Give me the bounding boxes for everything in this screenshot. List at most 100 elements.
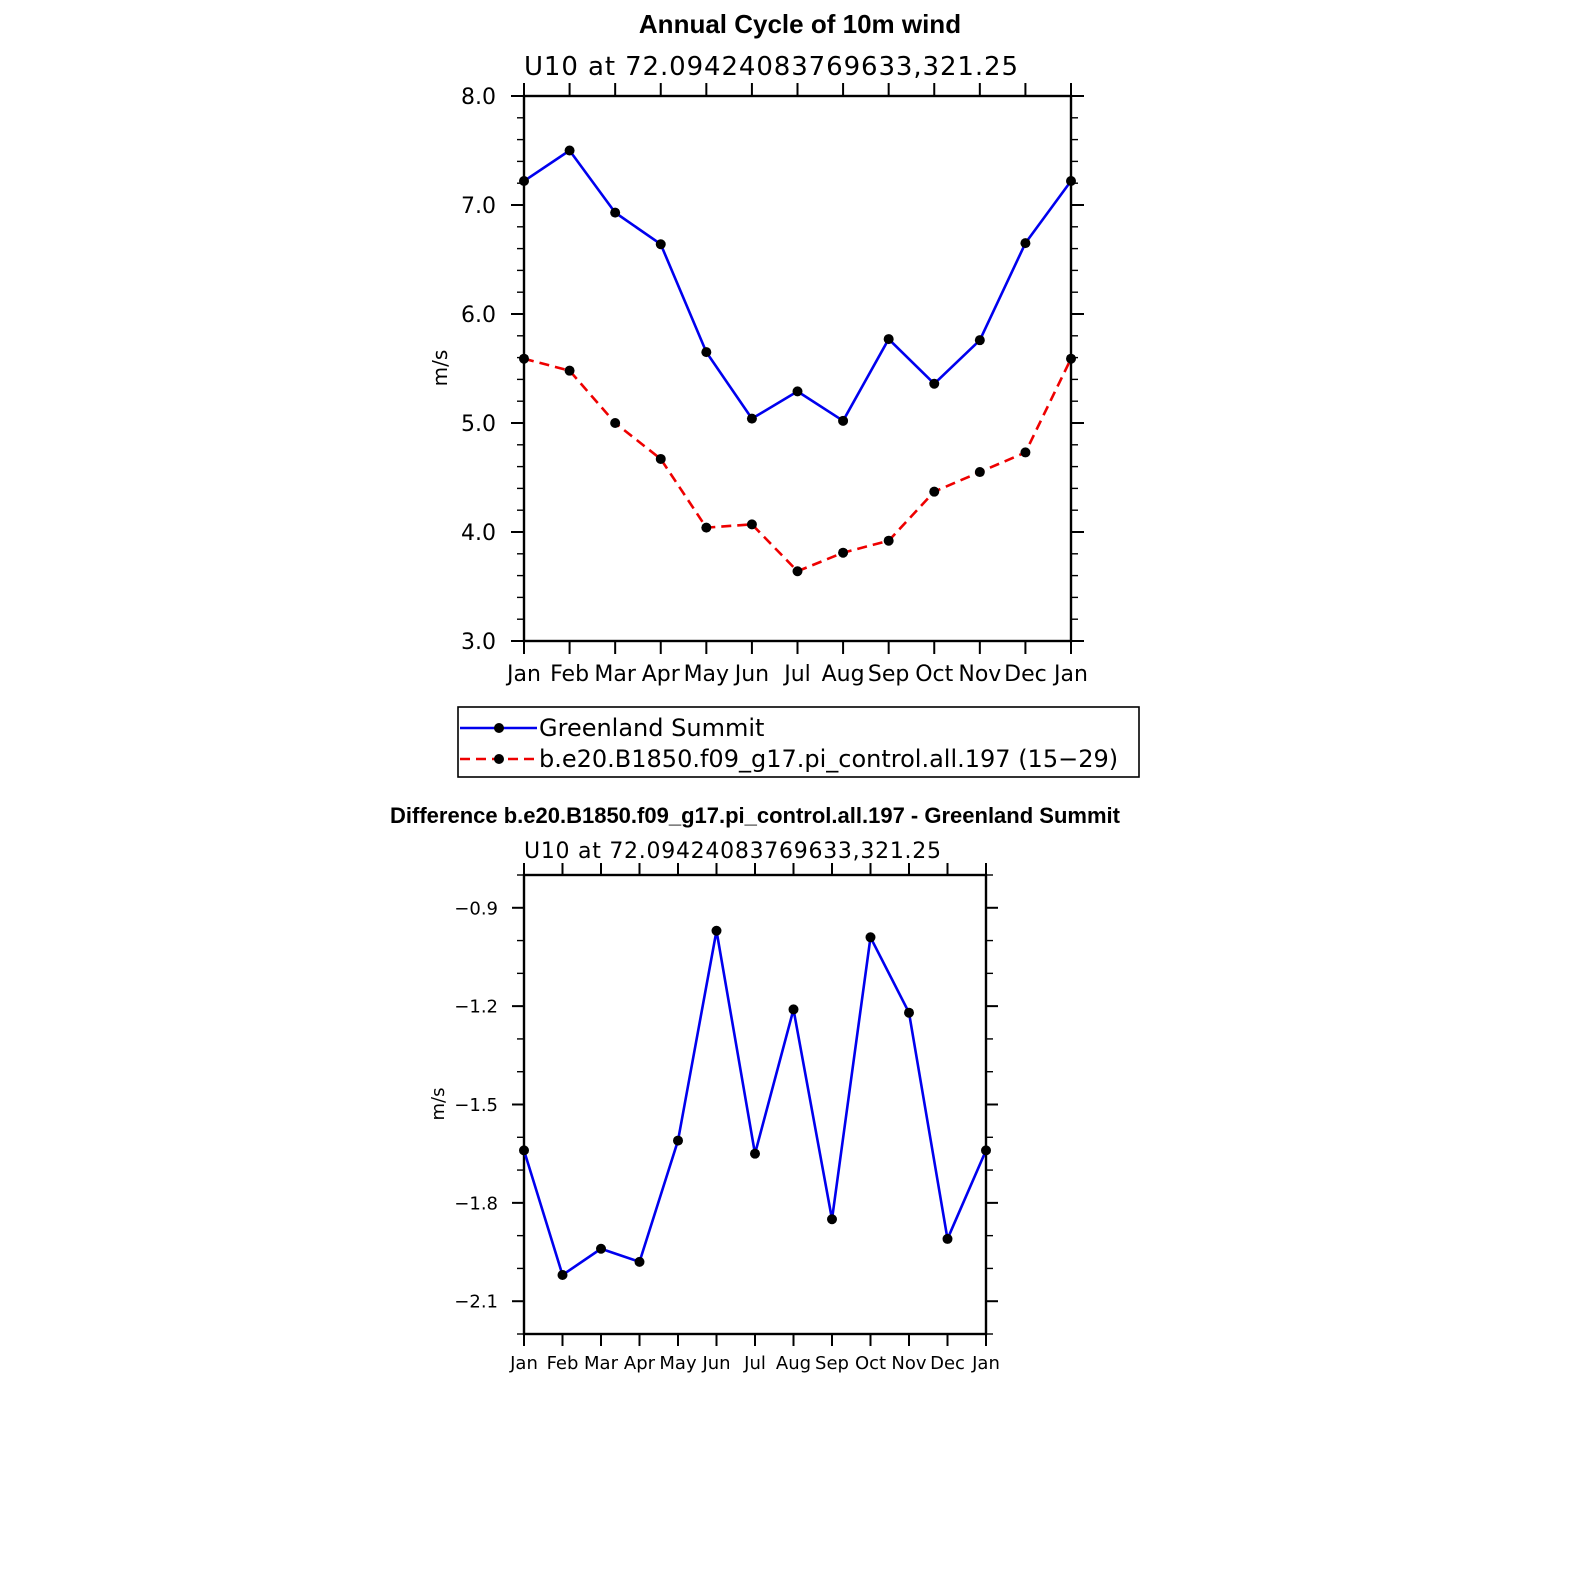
c2-series-0-point: [634, 1256, 645, 1267]
legend-label-control: b.e20.B1850.f09_g17.pi_control.all.197 (…: [539, 745, 1118, 773]
chart2-series: [519, 925, 991, 1280]
c2-series-0-point: [827, 1214, 837, 1225]
chart2-subtitle: U10 at 72.09424083769633,321.25: [524, 839, 941, 864]
c1-xtick-label: Jan: [1052, 662, 1088, 687]
chart1-axes: Jan Feb Mar Apr May Jun Jul Aug Sep Oct Nov Dec Jan3…: [461, 83, 1088, 687]
c1-series-0-point: [519, 176, 529, 187]
c2-series-0-point: [904, 1007, 914, 1018]
c1-series-0-point: [838, 415, 849, 426]
c2-xtick-label: Nov: [891, 1353, 926, 1374]
c2-xtick-label: Sep: [815, 1353, 849, 1374]
c2-xtick-label: May: [659, 1353, 697, 1374]
c1-xtick-label: May: [684, 662, 729, 687]
c1-xtick-label: Sep: [868, 662, 909, 687]
c1-series-1-point: [838, 547, 849, 558]
c1-ytick-label: 5.0: [461, 412, 496, 437]
chart1-title: Annual Cycle of 10m wind: [639, 9, 961, 39]
c2-plot-frame: [522, 873, 988, 1336]
c1-series-0-point: [610, 207, 621, 218]
c1-series-0-point: [883, 334, 894, 345]
c2-series-0-point: [557, 1269, 568, 1280]
c2-ytick-label: −0.9: [454, 898, 498, 919]
c2-xtick-label: Apr: [624, 1353, 656, 1374]
c1-xtick-label: Apr: [642, 662, 681, 687]
chart1-ylabel: m/s: [428, 350, 452, 387]
c1-xtick-label: Dec: [1004, 662, 1047, 687]
c2-series-0-point: [596, 1243, 606, 1254]
chart2-ylabel: m/s: [428, 1088, 449, 1121]
c1-series-1-point: [792, 566, 803, 577]
c1-xtick-label: Aug: [822, 662, 865, 687]
c1-series-1-point: [701, 522, 712, 533]
c1-series-1-point: [519, 353, 529, 364]
c1-series-0-point: [974, 335, 985, 346]
c1-series-0-point: [701, 347, 712, 358]
c1-xtick-label: Feb: [550, 662, 589, 687]
c1-xtick-label: Jan: [505, 662, 541, 687]
c1-ytick-label: 3.0: [461, 630, 496, 655]
difference-chart: Difference b.e20.B1850.f09_g17.pi_contro…: [390, 803, 1121, 1374]
c1-series-0-point: [792, 386, 803, 397]
c1-series-1-point: [655, 453, 666, 464]
chart1-series: [519, 145, 1076, 577]
c2-ytick-label: −2.1: [454, 1292, 498, 1313]
c1-series-1-point: [974, 467, 985, 478]
chart1-legend: Greenland Summit b.e20.B1850.f09_g17.pi_…: [457, 706, 1140, 778]
c2-xtick-label: Jan: [971, 1353, 1000, 1374]
chart2-axes: Jan Feb Mar Apr May Jun Jul Aug Sep Oct Nov Dec Jan −…: [454, 863, 1000, 1374]
legend-marker-control: [494, 754, 504, 764]
c2-series-0-point: [673, 1135, 683, 1146]
c1-series-0-point: [564, 145, 575, 156]
c2-series-0-point: [519, 1145, 529, 1156]
annual-cycle-chart: Annual Cycle of 10m wind U10 at 72.09424…: [428, 9, 1140, 778]
c2-xtick-label: Feb: [547, 1353, 579, 1374]
c2-xtick-label: Jan: [509, 1353, 538, 1374]
c2-ytick-label: −1.8: [454, 1193, 498, 1214]
c2-ytick-label: −1.2: [454, 997, 498, 1018]
c1-series-1-point: [564, 365, 575, 376]
c2-series-0-point: [981, 1145, 991, 1156]
c2-xtick-label: Aug: [776, 1353, 811, 1374]
c1-xtick-label: Oct: [915, 662, 953, 687]
c2-xtick-label: Dec: [930, 1353, 965, 1374]
c1-series-0-point: [929, 378, 940, 389]
c1-series-0-point: [746, 413, 757, 424]
c1-ytick-label: 8.0: [461, 85, 496, 110]
c1-series-0-point: [1066, 176, 1076, 187]
c1-series-1-point: [929, 486, 940, 497]
c1-series-0-line: [523, 149, 1073, 423]
c2-series-0-point: [750, 1148, 760, 1159]
c1-ytick-label: 7.0: [461, 194, 496, 219]
c1-series-1-point: [1066, 353, 1076, 364]
c1-series-0-point: [655, 239, 666, 250]
c2-series-0-point: [942, 1233, 953, 1244]
c1-ytick-label: 6.0: [461, 303, 496, 328]
c2-series-0-point: [711, 925, 722, 936]
legend-box: [457, 706, 1140, 778]
c2-series-0-point: [788, 1004, 799, 1015]
c1-xtick-label: Jun: [733, 662, 769, 687]
c2-series-0-line: [522, 929, 988, 1277]
legend-marker-greenland: [494, 723, 504, 733]
c2-series-0-point: [865, 932, 876, 943]
c1-series-1-point: [746, 519, 757, 530]
chart2-title: Difference b.e20.B1850.f09_g17.pi_contro…: [390, 803, 1121, 828]
c1-ytick-label: 4.0: [461, 521, 496, 546]
c2-xtick-label: Jul: [743, 1353, 766, 1374]
c1-xtick-label: Jul: [782, 662, 811, 687]
c1-series-1-point: [883, 535, 894, 546]
c2-xtick-label: Oct: [855, 1353, 886, 1374]
c1-series-0-point: [1020, 238, 1031, 249]
c2-xtick-label: Mar: [584, 1353, 619, 1374]
chart1-subtitle: U10 at 72.09424083769633,321.25: [524, 52, 1018, 82]
c1-xtick-label: Nov: [958, 662, 1001, 687]
c1-series-1-point: [610, 418, 621, 428]
c1-xtick-label: Mar: [594, 662, 636, 687]
c2-ytick-label: −1.5: [454, 1095, 498, 1116]
c1-plot-frame: [522, 94, 1073, 643]
c1-series-1-point: [1020, 447, 1031, 458]
c2-xtick-label: Jun: [701, 1353, 730, 1374]
legend-label-greenland: Greenland Summit: [539, 714, 764, 742]
